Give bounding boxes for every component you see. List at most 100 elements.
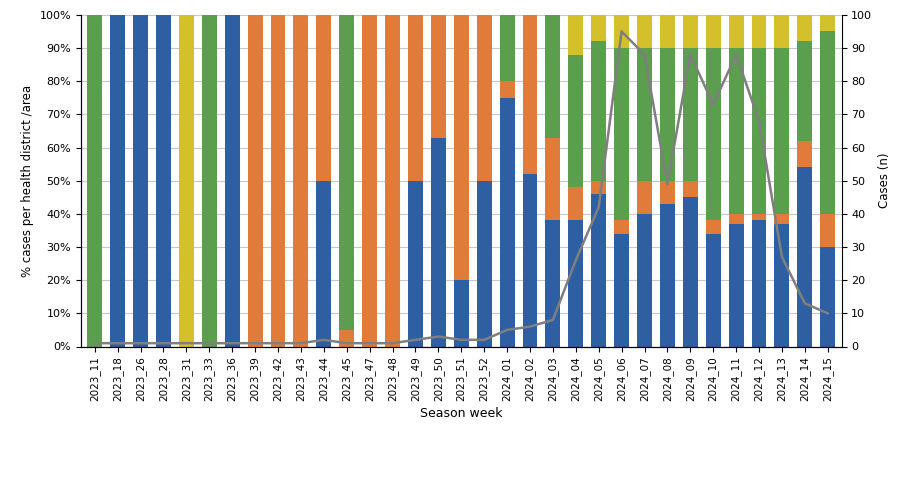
Bar bbox=[797, 15, 813, 42]
Bar bbox=[317, 15, 331, 181]
Total overall bbox=[158, 340, 169, 346]
Bar bbox=[797, 167, 813, 346]
Bar bbox=[660, 181, 675, 204]
Bar bbox=[729, 224, 743, 346]
Bar bbox=[133, 15, 148, 346]
Total overall bbox=[777, 254, 788, 260]
Bar bbox=[706, 220, 721, 234]
Total overall bbox=[593, 204, 604, 210]
Total overall bbox=[181, 340, 192, 346]
Y-axis label: Cases (n): Cases (n) bbox=[878, 153, 891, 208]
Bar bbox=[706, 48, 721, 220]
Bar bbox=[523, 174, 537, 346]
Bar bbox=[545, 138, 561, 220]
Bar bbox=[156, 15, 171, 346]
Bar bbox=[545, 220, 561, 346]
Bar bbox=[637, 48, 652, 181]
Bar bbox=[202, 15, 217, 346]
Bar bbox=[293, 15, 309, 346]
Legend: Granada, South Granada, Metropolitan Granada, North-East Granada, Total overall: Granada, South Granada, Metropolitan Gra… bbox=[104, 492, 758, 495]
Y-axis label: % cases per health district /area: % cases per health district /area bbox=[21, 85, 34, 277]
Bar bbox=[362, 15, 377, 346]
Bar bbox=[706, 234, 721, 346]
Bar bbox=[225, 15, 239, 346]
Bar bbox=[775, 224, 789, 346]
Bar bbox=[591, 15, 606, 42]
Bar bbox=[385, 15, 400, 346]
Total overall bbox=[571, 257, 581, 263]
Bar bbox=[248, 15, 263, 346]
Bar bbox=[775, 48, 789, 214]
Bar bbox=[454, 15, 469, 280]
Bar bbox=[454, 280, 469, 346]
Total overall bbox=[433, 334, 444, 340]
Bar bbox=[729, 214, 743, 224]
Bar bbox=[500, 81, 515, 98]
Bar bbox=[729, 48, 743, 214]
Bar bbox=[477, 181, 491, 346]
Total overall bbox=[410, 337, 421, 343]
Total overall bbox=[341, 340, 352, 346]
Total overall bbox=[731, 51, 742, 57]
Total overall bbox=[455, 337, 466, 343]
Bar bbox=[568, 220, 583, 346]
Total overall bbox=[662, 181, 673, 187]
Bar bbox=[271, 15, 285, 346]
Bar bbox=[683, 15, 698, 48]
Bar bbox=[500, 98, 515, 346]
Total overall bbox=[799, 300, 810, 306]
Total overall bbox=[249, 340, 260, 346]
Total overall bbox=[295, 340, 306, 346]
Total overall bbox=[89, 340, 100, 346]
Bar bbox=[752, 220, 767, 346]
Bar bbox=[591, 42, 606, 181]
Bar bbox=[752, 48, 767, 214]
Bar bbox=[179, 15, 194, 346]
Total overall bbox=[616, 28, 627, 35]
Total overall bbox=[112, 340, 123, 346]
Bar bbox=[591, 181, 606, 194]
Bar bbox=[683, 197, 698, 346]
Total overall bbox=[479, 337, 490, 343]
Bar bbox=[637, 181, 652, 214]
Bar bbox=[87, 15, 103, 346]
Bar bbox=[477, 15, 491, 181]
Total overall bbox=[387, 340, 398, 346]
X-axis label: Season week: Season week bbox=[420, 407, 502, 420]
Total overall bbox=[364, 340, 375, 346]
Bar bbox=[820, 15, 835, 32]
Bar bbox=[110, 15, 125, 346]
Bar bbox=[683, 48, 698, 181]
Bar bbox=[660, 48, 675, 181]
Bar bbox=[752, 15, 767, 48]
Bar bbox=[500, 15, 515, 81]
Bar bbox=[568, 187, 583, 220]
Bar bbox=[683, 181, 698, 197]
Bar bbox=[752, 214, 767, 220]
Bar bbox=[568, 54, 583, 187]
Total overall bbox=[501, 327, 512, 333]
Bar bbox=[660, 204, 675, 346]
Bar bbox=[637, 214, 652, 346]
Bar bbox=[408, 15, 423, 181]
Bar bbox=[797, 141, 813, 167]
Bar bbox=[706, 15, 721, 48]
Total overall bbox=[227, 340, 238, 346]
Bar bbox=[820, 32, 835, 214]
Total overall bbox=[319, 337, 329, 343]
Bar bbox=[568, 15, 583, 54]
Bar bbox=[431, 15, 446, 138]
Total overall bbox=[639, 51, 650, 57]
Bar bbox=[591, 194, 606, 346]
Bar bbox=[545, 15, 561, 138]
Bar bbox=[523, 15, 537, 174]
Bar bbox=[775, 214, 789, 224]
Bar bbox=[729, 15, 743, 48]
Bar bbox=[797, 42, 813, 141]
Bar bbox=[614, 234, 629, 346]
Bar bbox=[408, 181, 423, 346]
Bar bbox=[637, 15, 652, 48]
Bar bbox=[317, 181, 331, 346]
Total overall bbox=[525, 324, 535, 330]
Total overall bbox=[273, 340, 284, 346]
